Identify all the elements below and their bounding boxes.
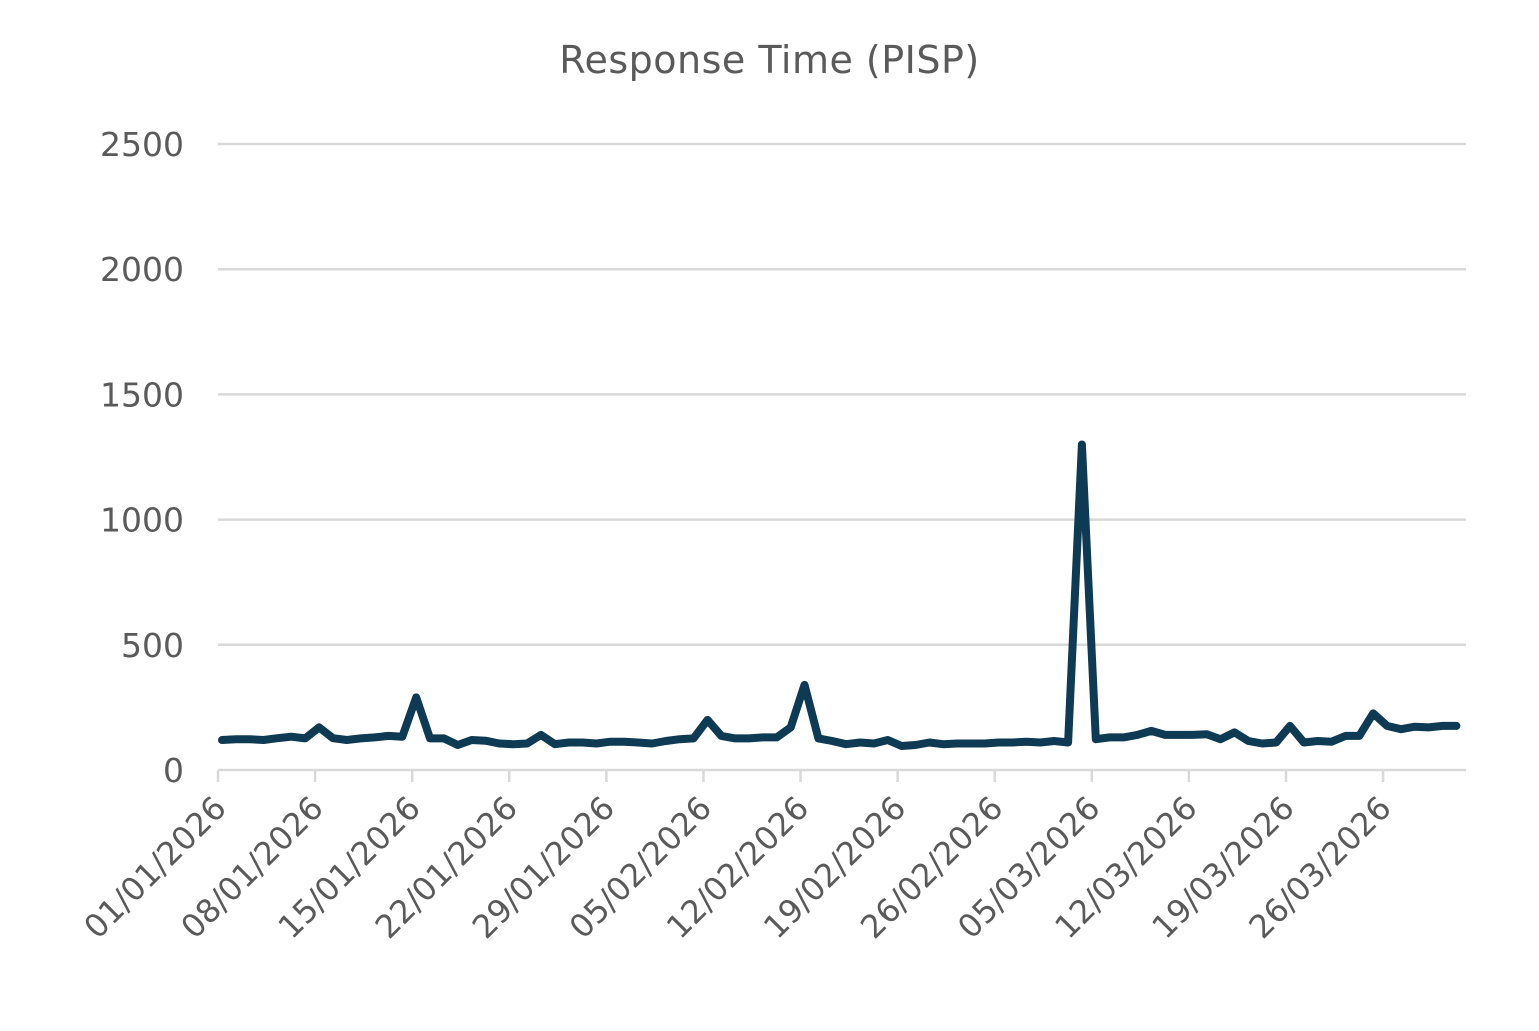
gridlines — [218, 142, 1466, 647]
y-tick-label: 500 — [121, 626, 184, 665]
y-tick-label: 2000 — [100, 250, 184, 289]
chart-title: Response Time (PISP) — [559, 38, 980, 82]
y-tick-label: 0 — [163, 751, 184, 790]
series-layer — [218, 440, 1461, 750]
series-line — [218, 440, 1461, 750]
y-tick-label: 1000 — [100, 501, 184, 540]
x-axis-tick-labels: 01/01/202608/01/202615/01/202622/01/2026… — [76, 789, 1398, 946]
y-tick-label: 1500 — [100, 375, 184, 414]
x-axis — [216, 768, 1466, 782]
y-axis-tick-labels: 0 500 1000 1500 2000 2500 — [100, 125, 184, 790]
y-tick-label: 2500 — [100, 125, 184, 164]
